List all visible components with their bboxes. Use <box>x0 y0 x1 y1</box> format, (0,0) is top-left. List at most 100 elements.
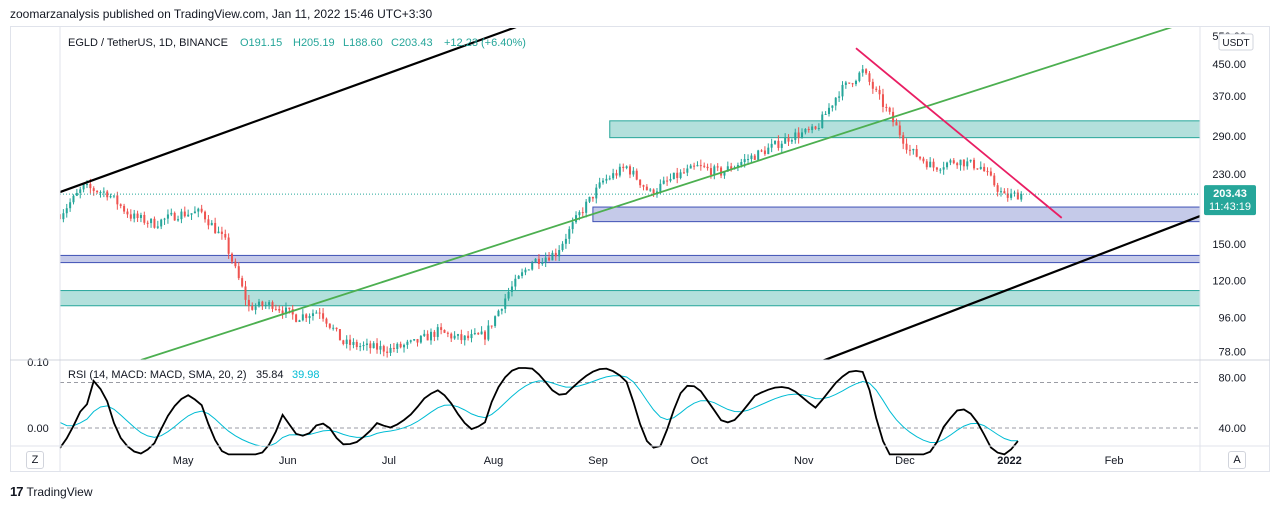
candle-body <box>811 126 814 131</box>
candle-body <box>558 250 561 257</box>
candle-body <box>173 212 176 221</box>
candle-body <box>922 158 925 162</box>
candle-body <box>716 166 719 168</box>
candle-body <box>328 323 331 328</box>
candle-body <box>531 262 534 270</box>
candle-body <box>214 222 217 234</box>
candle-body <box>814 126 817 129</box>
zone-blue <box>592 206 1200 223</box>
candle-body <box>311 313 314 317</box>
candle-body <box>929 161 932 168</box>
candle-body <box>156 226 159 228</box>
candle-body <box>666 180 669 182</box>
candle-body <box>75 192 78 196</box>
symbol-label: EGLD / TetherUS, 1D, BINANCE <box>68 37 228 49</box>
zone-teal <box>60 290 1200 307</box>
candle-body <box>821 114 824 128</box>
candle-body <box>703 165 706 167</box>
candle-body <box>537 258 540 264</box>
candle-body <box>868 73 871 82</box>
signal-value: 39.98 <box>292 369 320 381</box>
candle-body <box>295 314 298 322</box>
candle-body <box>838 96 841 98</box>
y-tick-label: 96.00 <box>1218 312 1246 324</box>
zoom-button[interactable]: Z <box>26 451 44 469</box>
zone-blue <box>60 254 1200 264</box>
candle-body <box>379 346 382 350</box>
candle-body <box>463 335 466 341</box>
y-tick-label: 150.00 <box>1212 239 1246 251</box>
candle-body <box>693 165 696 167</box>
candle-body <box>659 183 662 192</box>
candle-body <box>180 211 183 220</box>
candle-body <box>628 166 632 175</box>
candle-body <box>217 231 220 234</box>
candle-body <box>942 167 945 170</box>
candle-body <box>150 218 153 224</box>
candle-body <box>699 165 702 167</box>
rsi-line <box>59 367 1019 456</box>
candle-body <box>689 165 692 169</box>
candle-body <box>274 308 277 310</box>
candle-body <box>709 168 712 175</box>
candle-body <box>426 333 429 341</box>
candle-body <box>79 189 82 193</box>
zone-teal <box>609 120 1200 139</box>
ohlc-close: C203.43 <box>391 37 433 49</box>
candle-body <box>679 172 682 178</box>
candle-body <box>490 325 493 327</box>
candle-body <box>190 213 193 215</box>
candle-body <box>615 173 618 176</box>
candle-body <box>720 167 723 176</box>
candle-body <box>986 171 989 173</box>
candle-body <box>106 191 109 198</box>
auto-scale-button[interactable]: A <box>1228 451 1246 469</box>
candle-body <box>878 89 881 95</box>
candle-body <box>912 149 915 151</box>
candle-body <box>548 257 551 261</box>
candle-body <box>1020 193 1023 200</box>
candle-body <box>281 310 284 315</box>
last-price-label: 203.43 <box>1213 188 1247 200</box>
candle-body <box>747 159 750 161</box>
candle-body <box>753 155 756 160</box>
candle-body <box>824 113 827 115</box>
candle-body <box>780 143 783 148</box>
candle-body <box>332 327 335 329</box>
candle-body <box>69 202 72 209</box>
candle-body <box>264 304 267 307</box>
candle-body <box>514 278 517 287</box>
candle-body <box>177 219 180 221</box>
candle-body <box>227 237 230 254</box>
candle-body <box>989 171 992 176</box>
candle-body <box>207 219 210 226</box>
candle-body <box>483 331 486 340</box>
candle-body <box>241 278 244 287</box>
candle-body <box>757 150 760 160</box>
candle-body <box>774 140 777 144</box>
candle-body <box>382 346 385 352</box>
candle-body <box>254 306 257 310</box>
candle-body <box>338 329 341 341</box>
currency-label: USDT <box>1222 38 1249 49</box>
candle-body <box>564 238 567 244</box>
candle-body <box>308 316 311 319</box>
candle-body <box>85 184 88 186</box>
candle-body <box>669 178 672 181</box>
candle-body <box>797 132 800 138</box>
candle-body <box>632 170 635 175</box>
candle-body <box>966 161 969 167</box>
x-tick-label: Feb <box>1105 455 1124 467</box>
candle-body <box>359 346 362 348</box>
candle-body <box>204 211 207 220</box>
candle-body <box>801 132 804 138</box>
candle-body <box>119 204 122 206</box>
candle-body <box>969 159 972 162</box>
candle-body <box>349 339 352 345</box>
candle-body <box>460 334 463 341</box>
last-price-tag <box>1204 185 1256 216</box>
candle-body <box>962 159 965 167</box>
candle-body <box>973 159 976 169</box>
currency-box <box>1218 33 1254 51</box>
